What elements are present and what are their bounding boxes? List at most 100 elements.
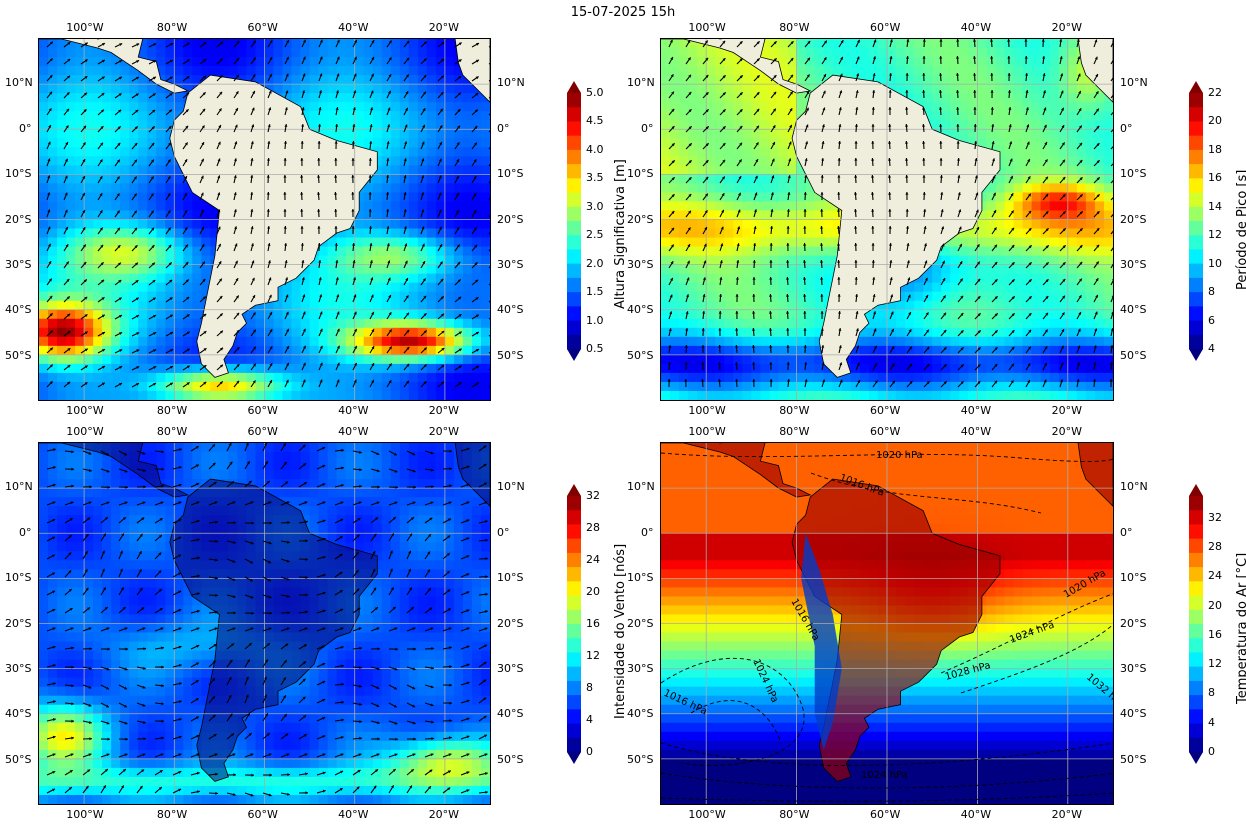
africa-land [454, 443, 490, 507]
lat-tick-left: 40°S [5, 707, 32, 721]
lat-tick-left: 50°S [627, 348, 654, 362]
colorbar-tick: 16 [1208, 627, 1222, 641]
lat-tick-right: 20°S [497, 212, 524, 226]
colorbar-tick: 4 [586, 713, 593, 726]
lon-tick-bottom: 40°W [960, 404, 992, 417]
south-america-land [169, 74, 378, 378]
gridlines [661, 443, 1113, 804]
lon-tick-bottom: 40°W [338, 404, 369, 417]
lat-tick-right: 20°S [497, 616, 524, 630]
lat-tick-right: 30°S [497, 661, 524, 675]
lat-tick-left: 10°S [5, 167, 32, 181]
lat-tick-right: 0° [1120, 525, 1133, 539]
colorbar-hs [567, 81, 581, 361]
lon-tick-top: 60°W [870, 21, 901, 34]
colorbar-tick: 16 [1208, 171, 1222, 185]
colorbar-tick: 6 [1208, 313, 1215, 327]
lon-tick-top: 20°W [1051, 425, 1082, 438]
lat-tick-left: 10°S [627, 167, 654, 181]
lon-tick-top: 20°W [428, 425, 460, 438]
lat-tick-right: 50°S [497, 348, 524, 362]
colorbar-tick: 3.0 [586, 199, 604, 213]
lon-tick-bottom: 20°W [428, 404, 460, 417]
colorbar-tick: 4.5 [586, 114, 604, 128]
vector-arrows [46, 39, 490, 388]
lat-tick-left: 30°S [5, 257, 32, 271]
colorbar-tick: 32 [586, 489, 600, 502]
colorbar-tick: 4.0 [586, 142, 604, 156]
colorbar-tick: 1.0 [586, 313, 604, 327]
colorbar-tick: 24 [1208, 569, 1222, 583]
colorbar-tick: 0 [586, 745, 593, 758]
colorbar-tick: 22 [1208, 86, 1222, 99]
colorbar-tick: 1.5 [586, 285, 604, 299]
colorbar-tick: 3.5 [586, 171, 604, 185]
map-plot-hs [38, 38, 491, 401]
colorbar-tick: 12 [1208, 657, 1222, 671]
colorbar-tick: 0.5 [586, 342, 604, 355]
lat-tick-right: 0° [1120, 121, 1133, 135]
colorbar-tick: 12 [586, 649, 600, 662]
lat-tick-left: 10°S [5, 571, 32, 585]
colorbar-tick: 8 [586, 681, 593, 694]
lon-tick-top: 80°W [156, 21, 188, 34]
figure-title: 15-07-2025 15h [570, 5, 676, 20]
lon-tick-top: 40°W [960, 21, 992, 34]
lon-tick-bottom: 100°W [688, 404, 726, 417]
colorbar-wind [567, 484, 581, 764]
colorbar-tick: 24 [586, 553, 600, 566]
lon-tick-bottom: 100°W [688, 808, 726, 821]
lat-tick-right: 40°S [497, 303, 524, 317]
south-america-land [791, 74, 1001, 378]
lon-tick-bottom: 100°W [66, 808, 104, 821]
lon-tick-bottom: 80°W [156, 808, 188, 821]
lon-tick-top: 80°W [779, 21, 810, 34]
lon-tick-top: 40°W [338, 21, 369, 34]
lat-tick-right: 40°S [1120, 707, 1147, 721]
colorbar-tick: 18 [1208, 142, 1222, 156]
lat-tick-left: 50°S [5, 348, 32, 362]
lat-tick-left: 0° [641, 121, 654, 135]
lat-tick-right: 10°S [1120, 167, 1147, 181]
lat-tick-right: 10°S [497, 571, 524, 585]
lon-tick-top: 20°W [1051, 21, 1082, 34]
lon-tick-top: 100°W [688, 21, 726, 34]
lat-tick-right: 50°S [1120, 752, 1147, 766]
lat-tick-right: 0° [497, 525, 510, 539]
colorbar-tick: 14 [1208, 199, 1222, 213]
south-america-land [169, 478, 378, 782]
vector-arrows [46, 443, 489, 797]
colorbar-tick: 32 [1208, 510, 1222, 524]
colorbar-tp [1189, 81, 1203, 361]
colorbar-tick: 20 [1208, 114, 1222, 128]
colorbar-label: Intensidade do Vento [nós] [613, 544, 628, 720]
lon-tick-bottom: 60°W [870, 404, 901, 417]
colorbar-tick: 20 [586, 585, 600, 598]
lat-tick-left: 20°S [627, 616, 654, 630]
africa-land [1077, 443, 1113, 507]
colorbar-tick: 5.0 [586, 86, 604, 99]
colorbar-tick: 2.0 [586, 256, 604, 270]
lon-tick-bottom: 40°W [338, 808, 369, 821]
lat-tick-left: 0° [641, 525, 654, 539]
lat-tick-right: 40°S [1120, 303, 1147, 317]
lon-tick-top: 100°W [688, 425, 726, 438]
colorbar-tick: 8 [1208, 285, 1215, 299]
map-plot-tp [660, 38, 1114, 401]
lon-tick-top: 80°W [779, 425, 810, 438]
lat-tick-right: 40°S [497, 707, 524, 721]
lon-tick-top: 40°W [338, 425, 369, 438]
lon-tick-top: 60°W [870, 425, 901, 438]
colorbar-tick: 28 [586, 521, 600, 534]
lon-tick-bottom: 80°W [779, 808, 810, 821]
colorbar-label: Temperatura do Ar [°C] [1235, 553, 1246, 705]
colorbar-tick: 4 [1208, 715, 1215, 729]
lon-tick-bottom: 60°W [870, 808, 901, 821]
colorbar-tick: 28 [1208, 540, 1222, 554]
lat-tick-right: 50°S [1120, 348, 1147, 362]
lon-tick-bottom: 20°W [428, 808, 460, 821]
lat-tick-right: 10°N [497, 76, 525, 90]
lat-tick-right: 10°N [1120, 76, 1148, 90]
lat-tick-right: 10°N [497, 480, 525, 494]
lat-tick-right: 50°S [497, 752, 524, 766]
